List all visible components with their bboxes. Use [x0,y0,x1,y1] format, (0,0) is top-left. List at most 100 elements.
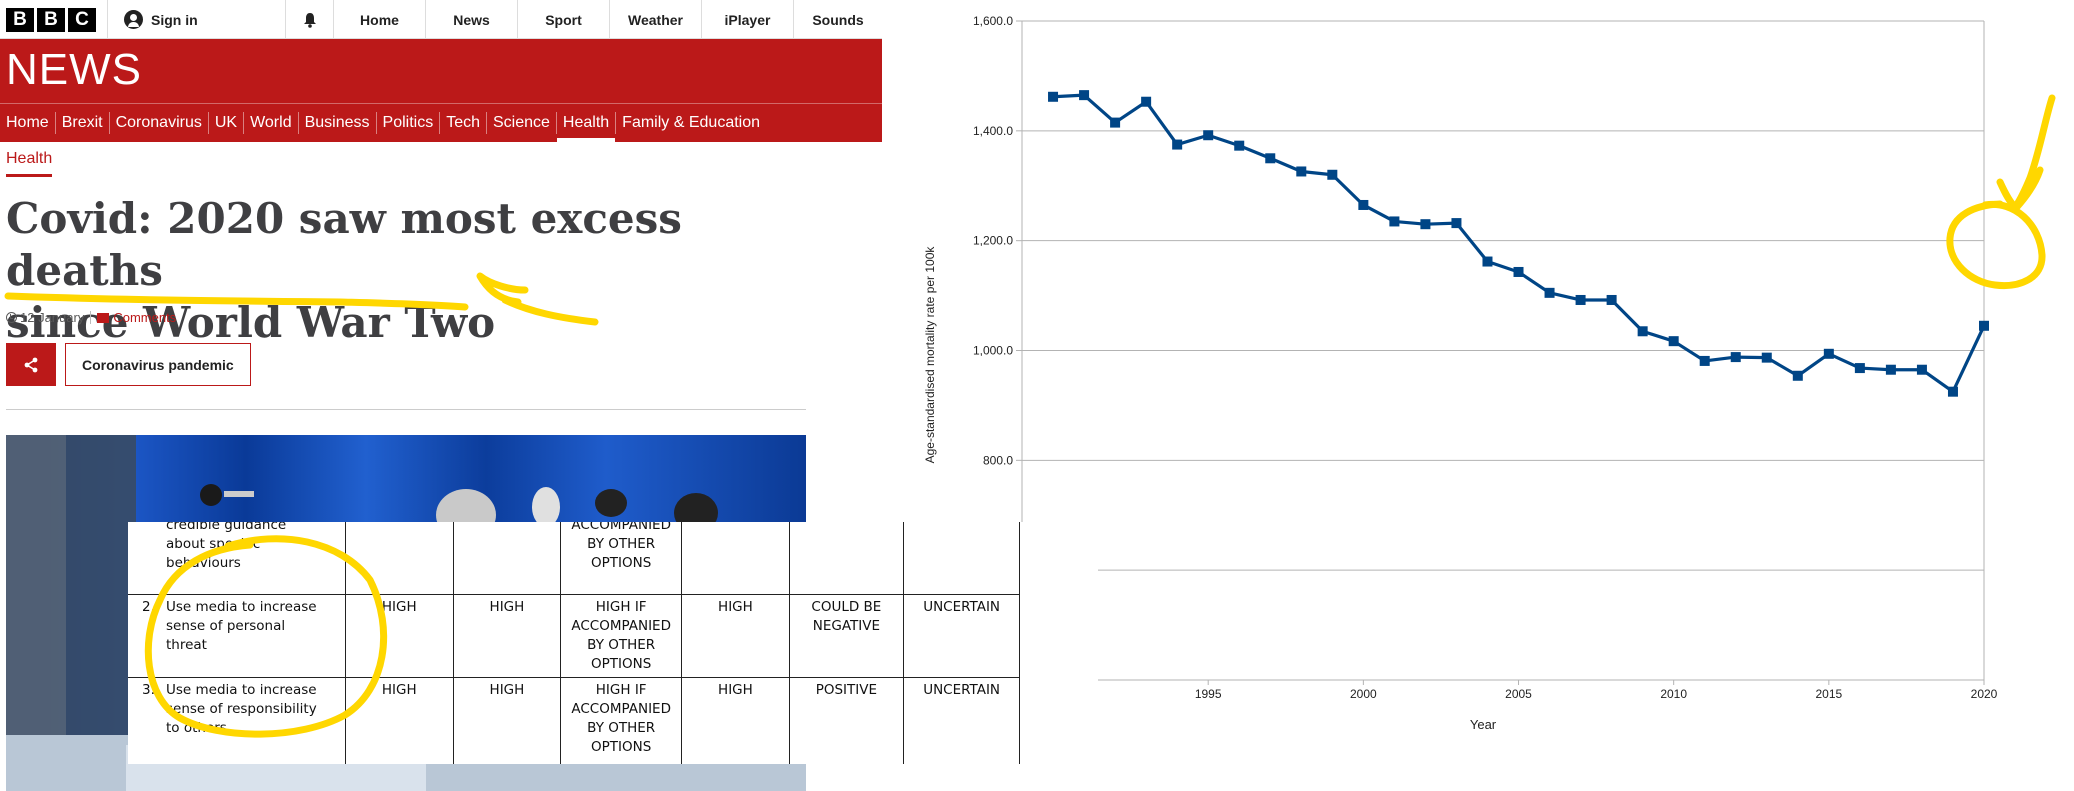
logo-letter-c: C [68,8,96,32]
y-tick-label: 1,200.0 [973,234,1013,248]
user-icon [124,10,143,29]
x-axis-label: Year [1470,717,1497,732]
y-tick-label: 1,400.0 [973,124,1013,138]
section-science[interactable]: Science [486,112,556,134]
table-cell: UNCERTAIN [903,593,1021,678]
table-cell: COULD BE NEGATIVE [788,593,905,678]
comment-icon [97,312,110,323]
data-point [1265,153,1276,164]
topnav-iplayer[interactable]: iPlayer [701,0,793,39]
notifications-button[interactable] [285,0,333,39]
headline-line-1: Covid: 2020 saw most excess deaths [6,194,682,295]
data-point [1885,364,1896,375]
data-point [1792,370,1803,381]
section-health[interactable]: Health [555,112,616,142]
sign-in-label: Sign in [151,11,198,28]
topnav-weather[interactable]: Weather [609,0,701,39]
data-point [1141,96,1152,107]
y-tick-label: 1,600.0 [973,14,1013,28]
data-point [1699,355,1710,366]
comments-link[interactable]: Comments [113,310,177,325]
table-row: 2. Use media to increase sense of persona… [128,593,1098,678]
data-point [1234,140,1245,151]
data-point [1606,294,1617,305]
table-row: 3. Use media to increase sense of respons… [128,676,1098,764]
section-family-education[interactable]: Family & Education [615,112,766,134]
section-tech[interactable]: Tech [439,112,486,134]
chart-gridlines [1021,20,1985,681]
data-point [1327,169,1338,180]
option-cell: 3. Use media to increase sense of respons… [128,676,346,764]
y-tick-label: 1,000.0 [973,344,1013,358]
option-text: credible guidance about specific behavio… [166,522,287,571]
data-point [1172,139,1183,150]
option-text: Use media to increase sense of personal … [166,598,317,653]
logo-letter-b1: B [6,8,34,32]
table-cell: HIGH [344,593,454,678]
table-cell: POSITIVE [788,676,905,764]
topnav-sounds[interactable]: Sounds [793,0,882,39]
table-cell: UNCERTAIN [903,676,1021,764]
data-point [1916,364,1927,375]
banner-divider [0,103,882,104]
section-coronavirus[interactable]: Coronavirus [108,112,208,134]
section-home[interactable]: Home [6,114,49,131]
table-cell [681,522,790,595]
topnav-home[interactable]: Home [333,0,425,39]
mortality-series [1048,90,1989,397]
table-cell: ACCOMPANIED BY OTHER OPTIONS [560,522,683,595]
data-point [1979,320,1989,331]
x-tick-label: 2000 [1350,687,1377,701]
data-point [1761,352,1772,363]
x-tick-label: 2020 [1971,687,1998,701]
y-tick-label: 800.0 [983,453,1013,467]
table-cell [344,522,454,595]
data-point [1420,219,1431,230]
topic-tag-button[interactable]: Coronavirus pandemic [65,343,251,386]
data-point [1730,352,1741,363]
y-axis-label: Age-standardised mortality rate per 100k [923,246,937,464]
data-point [1513,266,1524,277]
topnav-news[interactable]: News [425,0,517,39]
x-tick-label: 1995 [1195,687,1222,701]
section-world[interactable]: World [243,112,298,134]
section-politics[interactable]: Politics [375,112,440,134]
logo-letter-b2: B [37,8,65,32]
article-date: 12 January [20,310,85,325]
section-uk[interactable]: UK [207,112,243,134]
table-cell [903,522,1021,595]
series-line [1052,93,1986,394]
data-point [1110,117,1121,128]
data-point [1575,294,1586,305]
data-point [1203,130,1214,141]
bell-icon [303,12,316,28]
option-text: Use media to increase sense of responsib… [166,681,317,736]
section-nav: Home Brexit Coronavirus UK World Busines… [0,104,766,142]
x-tick-label: 2005 [1505,687,1532,701]
share-button[interactable] [6,343,56,386]
data-point [1544,287,1555,298]
topnav-sport[interactable]: Sport [517,0,609,39]
news-wordmark[interactable]: NEWS [6,45,142,94]
data-point [1823,348,1834,359]
mortality-chart: 400.0600.0800.01,000.01,200.01,400.01,60… [923,14,1998,732]
table-cell: HIGH [452,676,562,764]
data-point [1451,218,1462,229]
data-point [1947,386,1958,397]
article-section-label[interactable]: Health [6,150,53,177]
table-cell: HIGH [452,593,562,678]
sign-in-button[interactable]: Sign in [107,0,285,39]
table-cell: HIGH [344,676,454,764]
table-cell: HIGH IF ACCOMPANIED BY OTHER OPTIONS [560,593,683,678]
bbc-logo[interactable]: B B C [6,8,96,32]
table-cell: HIGH IF ACCOMPANIED BY OTHER OPTIONS [560,676,683,764]
article-headline: Covid: 2020 saw most excess deaths since… [6,193,806,349]
section-business[interactable]: Business [297,112,376,134]
clock-icon [6,312,17,323]
table-cell [452,522,562,595]
x-tick-label: 2015 [1815,687,1842,701]
section-brexit[interactable]: Brexit [54,112,109,134]
option-cell: 2. Use media to increase sense of persona… [128,593,346,678]
article-meta: 12 January Comments [6,310,176,325]
table-cell: HIGH [681,593,790,678]
